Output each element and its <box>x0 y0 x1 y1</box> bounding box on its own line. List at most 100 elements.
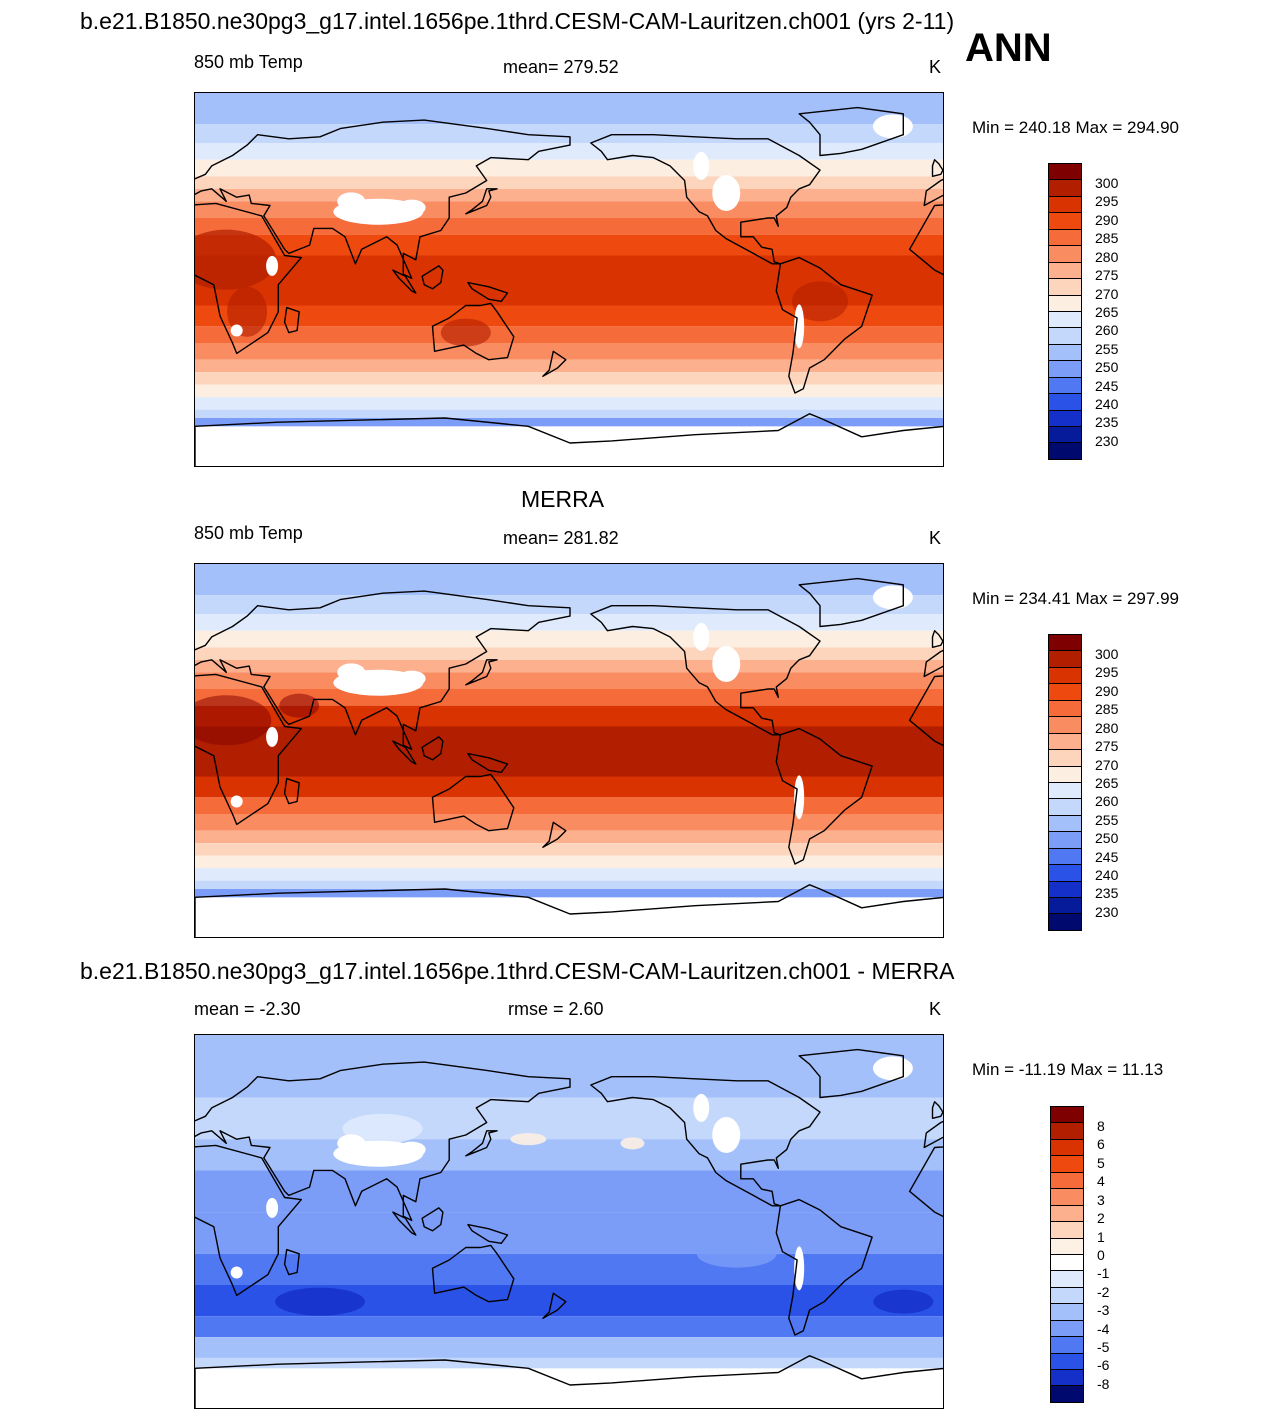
topography-mask <box>195 585 943 937</box>
colorbar-tick-label: 285 <box>1095 230 1119 247</box>
panel-2-map <box>194 563 944 938</box>
panel-1-map <box>194 92 944 467</box>
colorbar-tick-label: 275 <box>1095 267 1119 284</box>
panel-3-title: b.e21.B1850.ne30pg3_g17.intel.1656pe.1th… <box>80 958 955 984</box>
panel-3-rmse-label: rmse = 2.60 <box>508 999 604 1019</box>
colorbar-tick-label: 5 <box>1097 1154 1105 1171</box>
panel-3-map <box>194 1034 944 1409</box>
colorbar-swatch <box>1051 1238 1083 1255</box>
colorbar-tick-label: 265 <box>1095 303 1119 320</box>
colorbar-tick-label: 285 <box>1095 701 1119 718</box>
panel-3-minmax: Min = -11.19 Max = 11.13 <box>972 1060 1164 1079</box>
colorbar-tick-label: -1 <box>1097 1265 1110 1282</box>
panel-3-colorbar <box>1050 1106 1084 1403</box>
colorbar-swatch <box>1049 651 1081 668</box>
panel-2-title: MERRA <box>521 486 605 512</box>
colorbar-swatch <box>1049 311 1081 329</box>
panel-1-colorbar-labels: 300 295 290 285 280 275 270 265 260 255 250 245 240 2… <box>1095 176 1155 448</box>
colorbar-tick-label: 260 <box>1095 793 1119 810</box>
panel-1-minmax: Min = 240.18 Max = 294.90 <box>972 118 1179 137</box>
panel-2-colorbar <box>1048 634 1082 931</box>
colorbar-tick-label: 270 <box>1095 756 1119 773</box>
colorbar-swatch <box>1049 766 1081 783</box>
colorbar-swatch <box>1049 164 1081 181</box>
colorbar-swatch <box>1051 1172 1083 1190</box>
colorbar-tick-label: -6 <box>1097 1357 1110 1374</box>
colorbar-swatch <box>1049 782 1081 800</box>
colorbar-tick-label: -4 <box>1097 1320 1110 1337</box>
colorbar-tick-label: -5 <box>1097 1339 1110 1356</box>
temperature-field <box>195 93 943 466</box>
figure-title: b.e21.B1850.ne30pg3_g17.intel.1656pe.1th… <box>80 8 955 34</box>
colorbar-swatch <box>1049 213 1081 230</box>
panel-2-variable-label: 850 mb Temp <box>194 523 303 543</box>
colorbar-swatch <box>1049 196 1081 214</box>
colorbar-swatch <box>1049 799 1081 816</box>
colorbar-tick-label: 3 <box>1097 1191 1105 1208</box>
colorbar-tick-label: 300 <box>1095 175 1119 191</box>
colorbar-tick-label: 280 <box>1095 248 1119 265</box>
colorbar-tick-label: 240 <box>1095 867 1119 884</box>
colorbar-swatch <box>1049 377 1081 395</box>
colorbar-swatch <box>1051 1107 1083 1124</box>
panel-2-units-label: K <box>929 528 942 548</box>
panel-1-mean-label: mean= 279.52 <box>503 57 619 77</box>
colorbar-tick-label: 255 <box>1095 340 1119 357</box>
panel-1-variable-label: 850 mb Temp <box>194 52 303 72</box>
colorbar-tick-label: -3 <box>1097 1302 1110 1319</box>
colorbar-tick-label: 300 <box>1095 646 1119 662</box>
temperature-field <box>195 1035 943 1408</box>
colorbar-swatch <box>1049 410 1081 427</box>
colorbar-swatch <box>1051 1271 1083 1288</box>
temperature-field <box>195 564 943 937</box>
colorbar-swatch <box>1049 750 1081 767</box>
colorbar-tick-label: 240 <box>1095 396 1119 413</box>
panel-1-colorbar <box>1048 163 1082 460</box>
coastlines <box>195 577 943 937</box>
colorbar-swatch <box>1049 881 1081 898</box>
colorbar-swatch <box>1049 667 1081 685</box>
colorbar-tick-label: 295 <box>1095 193 1119 210</box>
colorbar-swatch <box>1051 1353 1083 1370</box>
colorbar-swatch <box>1049 279 1081 296</box>
season-label: ANN <box>965 26 1052 70</box>
colorbar-tick-label: 265 <box>1095 774 1119 791</box>
panel-2-colorbar-labels: 300 295 290 285 280 275 270 265 260 255 250 245 240 2… <box>1095 647 1155 919</box>
panel-1-units-label: K <box>929 57 942 77</box>
colorbar-tick-label: 260 <box>1095 322 1119 339</box>
colorbar-tick-label: 235 <box>1095 414 1119 431</box>
colorbar-tick-label: -8 <box>1097 1375 1110 1392</box>
colorbar-swatch <box>1051 1386 1083 1402</box>
colorbar-swatch <box>1049 328 1081 345</box>
panel-2-mean-label: mean= 281.82 <box>503 528 619 548</box>
colorbar-swatch <box>1049 733 1081 751</box>
colorbar-tick-label: 270 <box>1095 285 1119 302</box>
colorbar-tick-label: 4 <box>1097 1173 1105 1190</box>
colorbar-swatch <box>1049 344 1081 362</box>
colorbar-swatch <box>1051 1205 1083 1223</box>
colorbar-tick-label: 245 <box>1095 377 1119 394</box>
colorbar-tick-label: 255 <box>1095 811 1119 828</box>
colorbar-tick-label: 250 <box>1095 830 1119 847</box>
colorbar-swatch <box>1049 229 1081 247</box>
colorbar-swatch <box>1049 865 1081 882</box>
colorbar-swatch <box>1051 1123 1083 1140</box>
coastlines <box>195 1048 943 1408</box>
colorbar-swatch <box>1051 1320 1083 1338</box>
colorbar-swatch <box>1049 262 1081 280</box>
colorbar-swatch <box>1049 898 1081 915</box>
colorbar-swatch <box>1051 1139 1083 1157</box>
colorbar-swatch <box>1049 832 1081 849</box>
colorbar-swatch <box>1049 427 1081 444</box>
colorbar-tick-label: 235 <box>1095 885 1119 902</box>
colorbar-tick-label: 2 <box>1097 1210 1105 1227</box>
colorbar-tick-label: 230 <box>1095 432 1119 449</box>
colorbar-tick-label: 280 <box>1095 719 1119 736</box>
colorbar-tick-label: 230 <box>1095 903 1119 920</box>
colorbar-swatch <box>1049 684 1081 701</box>
colorbar-swatch <box>1049 815 1081 833</box>
colorbar-tick-label: 275 <box>1095 738 1119 755</box>
colorbar-tick-label: 0 <box>1097 1246 1105 1263</box>
colorbar-swatch <box>1049 848 1081 866</box>
colorbar-swatch <box>1049 914 1081 930</box>
